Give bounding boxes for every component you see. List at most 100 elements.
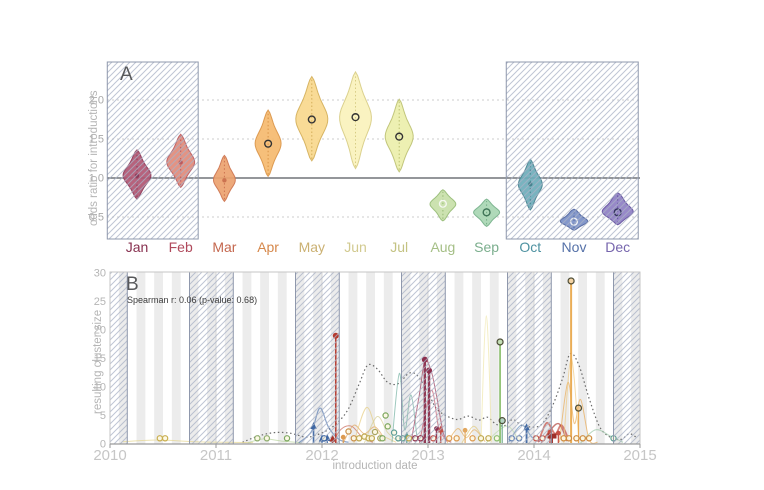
introduction-point — [585, 435, 593, 442]
panel-a: 0.5 1.0 1.5 2.0 Jan Feb Mar Apr May Jun Jul Aug Sep O… — [89, 61, 640, 255]
introduction-point — [254, 435, 261, 442]
panel-b-ytick-label: 20 — [94, 325, 106, 337]
introduction-point — [379, 435, 386, 442]
panel-a-ytick-label: 2.0 — [89, 95, 104, 107]
stem-marker-square — [547, 433, 557, 439]
year-label: 2014 — [517, 447, 550, 464]
stem-marker-dot — [462, 427, 468, 433]
month-label-jun: Jun — [344, 239, 367, 255]
stem-marker-dot — [555, 430, 561, 436]
introduction-point — [579, 435, 586, 442]
month-label-feb: Feb — [169, 239, 193, 255]
introduction-point — [485, 435, 492, 442]
introduction-point — [453, 435, 460, 442]
year-label: 2015 — [623, 447, 656, 464]
violin-median-jul — [395, 132, 404, 141]
month-label-apr: Apr — [257, 239, 279, 255]
panel-b-ytick-label: 15 — [94, 353, 106, 365]
month-stripe — [489, 272, 499, 444]
year-label: 2013 — [411, 447, 444, 464]
violin-median-sep — [482, 208, 491, 217]
introduction-point — [477, 435, 485, 442]
month-stripe — [154, 272, 163, 444]
violin-aug — [429, 189, 457, 222]
month-stripe — [472, 272, 481, 444]
month-label-oct: Oct — [519, 239, 541, 255]
introduction-point — [350, 435, 357, 442]
introduction-point — [493, 435, 501, 442]
panel-b-ytick-label: 0 — [100, 439, 106, 451]
month-stripe — [560, 272, 570, 444]
month-label-sep: Sep — [474, 239, 499, 255]
introduction-point — [560, 435, 567, 442]
panel-a-ytick-label: 0.5 — [89, 212, 104, 224]
month-stripe — [366, 272, 375, 444]
month-label-mar: Mar — [212, 239, 236, 255]
violin-median-apr — [264, 139, 273, 148]
introduction-point — [371, 428, 379, 436]
cluster-curve — [480, 315, 493, 443]
stem-marker-open — [574, 404, 583, 412]
month-stripe — [454, 272, 464, 444]
panel-b-ytick-label: 5 — [100, 410, 106, 422]
month-stripe — [260, 272, 269, 444]
panel-b: 0 5 10 15 20 25 30 2010 2011 2012 2013 2014 2015 — [93, 268, 656, 465]
introduction-point — [565, 435, 573, 442]
introduction-point — [161, 435, 169, 442]
panel-a-ytick-label: 1.5 — [89, 134, 104, 146]
month-stripe — [242, 272, 252, 444]
introduction-point — [156, 435, 164, 442]
month-label-jan: Jan — [126, 239, 149, 255]
introduction-point — [390, 429, 398, 436]
introduction-point — [384, 423, 391, 430]
panel-a-y-axis-title: odds ratio for introductions — [88, 90, 100, 226]
panel-b-ytick-label: 10 — [94, 382, 106, 394]
introduction-point — [469, 435, 476, 442]
panel-b-offseason-hatch-5 — [507, 271, 552, 445]
month-stripe — [171, 272, 181, 444]
month-label-nov: Nov — [562, 239, 587, 255]
cluster-curve — [247, 438, 301, 444]
year-label: 2012 — [305, 447, 338, 464]
stem-marker-open — [567, 277, 575, 285]
violin-median-may — [307, 115, 316, 124]
panel-b-x-axis-title: introduction date — [332, 460, 418, 472]
panel-b-label: B — [126, 274, 140, 295]
month-label-aug: Aug — [430, 239, 455, 255]
month-label-may: May — [299, 239, 325, 255]
panel-a-offseason-hatch-1 — [106, 61, 199, 240]
introduction-point — [345, 428, 352, 435]
violin-apr — [254, 109, 282, 178]
panel-a-label: A — [120, 64, 134, 85]
stem-marker-open — [496, 338, 504, 346]
month-stripe — [383, 272, 393, 444]
introduction-point — [368, 435, 376, 442]
month-stripe — [595, 272, 605, 444]
month-stripe — [578, 272, 587, 444]
panel-b-offseason-hatch-3 — [295, 271, 340, 445]
panel-b-ytick-label: 30 — [94, 268, 106, 280]
panel-a-offseason-hatch-2 — [505, 61, 639, 240]
spearman-annotation: Spearman r: 0.06 (p-value: 0.68) — [127, 295, 258, 305]
panel-b-ytick-label: 25 — [94, 296, 106, 308]
introduction-point — [263, 435, 271, 442]
panel-b-offseason-hatch-4 — [401, 271, 446, 445]
panel-b-offseason-hatch-1 — [109, 271, 128, 445]
month-label-jul: Jul — [390, 239, 408, 255]
violin-median-jun — [351, 113, 360, 122]
introduction-point — [382, 412, 389, 419]
introduction-point — [355, 435, 363, 442]
month-label-dec: Dec — [605, 239, 630, 255]
panel-a-ytick-label: 1.0 — [89, 173, 104, 185]
cluster-curve — [446, 428, 486, 444]
stem-marker-open — [498, 417, 506, 425]
stem-marker-dot — [340, 434, 346, 440]
introduction-point — [283, 435, 291, 442]
year-label: 2010 — [93, 447, 126, 464]
introduction-point — [446, 435, 453, 442]
month-stripe — [348, 272, 358, 444]
panel-b-y-axis-title: resulting cluster size — [92, 309, 104, 414]
month-stripe — [277, 272, 287, 444]
violin-median-aug — [438, 199, 448, 208]
